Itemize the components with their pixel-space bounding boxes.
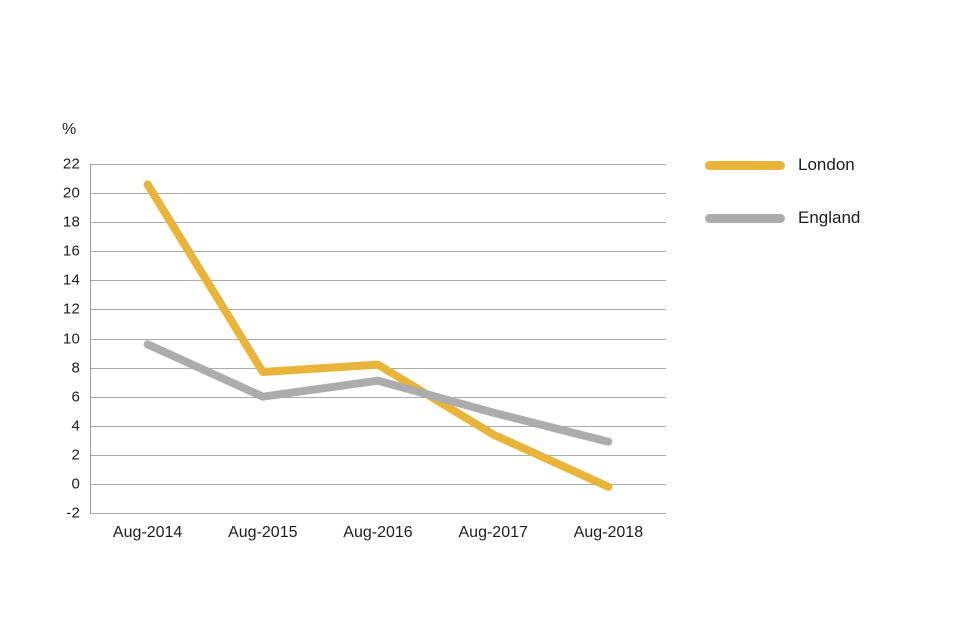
y-tick-label: 12 bbox=[62, 300, 80, 318]
legend-item-london: London bbox=[705, 150, 860, 180]
x-axis-label: Aug-2014 bbox=[112, 524, 183, 541]
y-tick-label: 14 bbox=[62, 271, 80, 289]
y-tick-label: 16 bbox=[62, 242, 80, 260]
england-series-swatch bbox=[705, 213, 785, 223]
x-axis-label: Aug-2015 bbox=[228, 524, 298, 541]
y-tick-label: 20 bbox=[62, 184, 80, 202]
london-series-line bbox=[143, 180, 613, 491]
england-series-line bbox=[143, 340, 613, 446]
legend: London England bbox=[705, 150, 860, 256]
y-tick-label: 18 bbox=[62, 213, 80, 231]
y-tick-label: -2 bbox=[66, 504, 80, 522]
y-tick-label: 6 bbox=[71, 388, 80, 406]
x-axis-label: Aug-2018 bbox=[573, 524, 644, 541]
y-tick-label: 8 bbox=[71, 359, 80, 377]
legend-item-england: England bbox=[705, 203, 860, 233]
y-tick-label: 2 bbox=[71, 446, 80, 464]
y-tick-label: 10 bbox=[62, 330, 80, 347]
legend-label-england: England bbox=[798, 208, 861, 227]
y-axis-unit-label: % bbox=[62, 121, 77, 138]
legend-label-london: London bbox=[798, 155, 855, 174]
y-tick-label: 22 bbox=[62, 155, 80, 173]
x-axis-label: Aug-2016 bbox=[343, 524, 413, 541]
x-axis-label: Aug-2017 bbox=[458, 524, 528, 541]
london-series-swatch bbox=[705, 160, 785, 170]
y-tick-label: 4 bbox=[71, 417, 80, 435]
y-tick-label: 0 bbox=[71, 475, 80, 493]
